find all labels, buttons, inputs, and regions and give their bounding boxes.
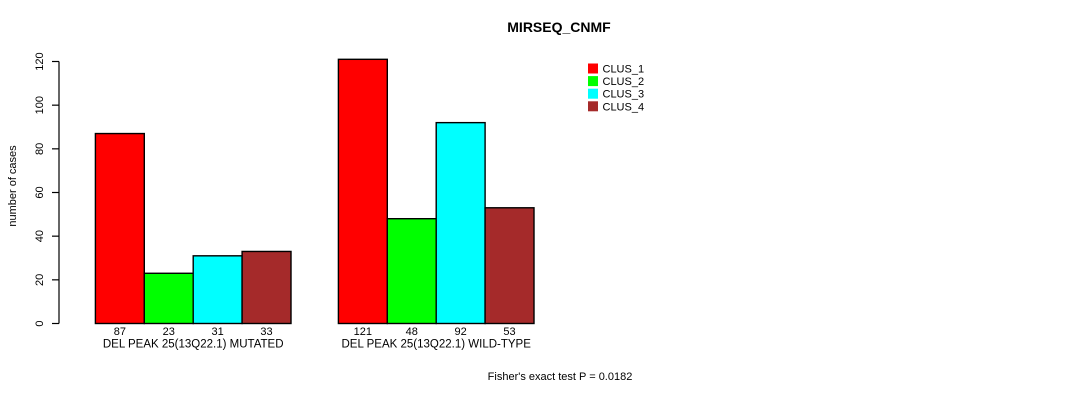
legend-label: CLUS_3 <box>603 89 645 101</box>
legend-label: CLUS_1 <box>603 64 645 76</box>
chart-title: MIRSEQ_CNMF <box>507 19 611 35</box>
bar-CLUS_3-group2 <box>435 121 486 325</box>
bar-value-label: 33 <box>260 326 272 338</box>
bar-value-label: 121 <box>354 326 372 338</box>
bar-CLUS_1-group1 <box>94 132 146 325</box>
y-tick-label: 0 <box>34 320 46 326</box>
y-axis-title: number of cases <box>7 145 19 227</box>
legend-label: CLUS_2 <box>603 76 645 88</box>
bar-CLUS_4-group2 <box>484 207 535 325</box>
category-label: DEL PEAK 25(13Q22.1) MUTATED <box>103 339 284 351</box>
legend-swatch-CLUS_2 <box>588 76 598 87</box>
legend-swatch-CLUS_3 <box>588 88 598 99</box>
bar-CLUS_2-group1 <box>143 272 194 325</box>
y-tick-label: 100 <box>34 96 46 114</box>
legend-swatch-CLUS_1 <box>588 63 598 74</box>
legend-swatch-CLUS_4 <box>588 101 598 112</box>
bar-value-label: 48 <box>406 326 418 338</box>
fisher-test-annotation: Fisher's exact test P = 0.0182 <box>487 371 633 383</box>
bar-CLUS_2-group2 <box>386 217 437 325</box>
y-tick-label: 20 <box>34 274 46 286</box>
bar-CLUS_1-group2 <box>337 58 388 325</box>
bar-value-label: 87 <box>114 326 126 338</box>
category-label: DEL PEAK 25(13Q22.1) WILD-TYPE <box>341 339 531 351</box>
y-tick-label: 60 <box>34 186 46 198</box>
bar-value-label: 23 <box>163 326 175 338</box>
bar-value-label: 53 <box>503 326 515 338</box>
legend-label: CLUS_4 <box>603 101 645 113</box>
bar-value-label: 92 <box>455 326 467 338</box>
y-tick-label: 120 <box>34 52 46 70</box>
bar-value-label: 31 <box>212 326 224 338</box>
y-tick-label: 40 <box>34 230 46 242</box>
y-tick-label: 80 <box>34 143 46 155</box>
bar-CLUS_4-group1 <box>241 250 292 325</box>
bar-CLUS_3-group1 <box>192 255 243 325</box>
